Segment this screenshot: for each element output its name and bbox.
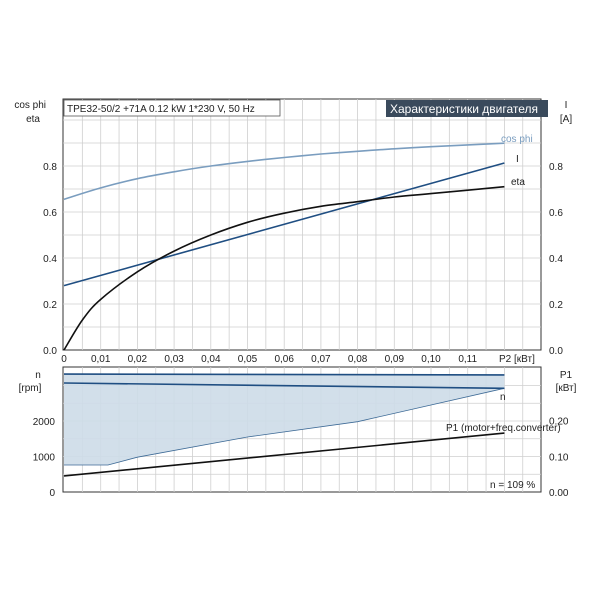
y-tick-label-right: 0.8 — [549, 162, 563, 173]
chart-badge: Характеристики двигателя — [390, 102, 538, 116]
chart-badge-bg — [386, 100, 548, 117]
x-tick-label: 0,07 — [311, 354, 331, 365]
series-line-cos-phi — [63, 142, 505, 201]
y-tick-label-left: 0.2 — [43, 300, 57, 311]
x-tick-label: 0,11 — [458, 354, 477, 365]
x-tick-label: 0 — [61, 354, 67, 365]
series-line-n — [63, 382, 505, 390]
x-tick-label: 0,03 — [164, 354, 184, 365]
series-line-eta — [63, 185, 505, 351]
y-tick-label-left: 0.6 — [43, 208, 57, 219]
speed-annotation: n = 109 % — [490, 480, 535, 491]
y-tick-label-right: 0.2 — [549, 300, 563, 311]
y-axis-label-right: [кВт] — [556, 383, 577, 394]
operating-range-band — [64, 374, 505, 465]
series-label-p1: P1 (motor+freq.converter) — [446, 423, 561, 434]
y-tick-label-left: 0.8 — [43, 162, 57, 173]
y-axis-label-left: eta — [26, 114, 40, 125]
y-axis-label-left: n — [35, 370, 41, 381]
series-label-cos-phi: cos phi — [501, 134, 533, 145]
y-tick-label-right: 0.0 — [549, 346, 563, 357]
y-axis-label-right: I — [565, 100, 568, 111]
x-tick-label: 0,04 — [201, 354, 221, 365]
top-plot-frame — [62, 98, 542, 351]
x-tick-label: 0,01 — [91, 354, 111, 365]
y-tick-label-left: 0.4 — [43, 254, 57, 265]
x-tick-label: 0,02 — [128, 354, 148, 365]
operating-range-lower-edge — [64, 387, 505, 466]
x-tick-label: 0,06 — [274, 354, 294, 365]
series-label-eta: eta — [511, 177, 525, 188]
x-tick-label: 0,08 — [348, 354, 368, 365]
x-tick-label: 0,05 — [238, 354, 258, 365]
series-line-p1-motor-freq-converter- — [63, 432, 505, 477]
y-tick-label-left: 1000 — [33, 453, 56, 464]
series-label-i: I — [516, 154, 519, 165]
y-tick-label-right: 0.20 — [549, 417, 569, 428]
y-tick-label-left: 0 — [49, 488, 55, 499]
y-axis-label-left: cos phi — [14, 100, 46, 111]
chart-title: TPE32-50/2 +71A 0.12 kW 1*230 V, 50 Hz — [67, 104, 255, 115]
x-axis-label: P2 [кВт] — [499, 354, 535, 365]
y-tick-label-right: 0.6 — [549, 208, 563, 219]
y-axis-label-right: P1 — [560, 370, 573, 381]
y-axis-label-right: [A] — [560, 114, 572, 125]
y-tick-label-right: 0.4 — [549, 254, 563, 265]
y-tick-label-right: 0.00 — [549, 488, 569, 499]
title-box — [63, 99, 281, 117]
y-tick-label-left: 2000 — [33, 417, 56, 428]
x-tick-label: 0,10 — [421, 354, 441, 365]
y-axis-label-left: [rpm] — [19, 383, 42, 394]
series-label-n: n — [500, 392, 506, 403]
x-tick-label: 0,09 — [385, 354, 405, 365]
series-line-i — [63, 162, 505, 287]
y-tick-label-left: 0.0 — [43, 346, 57, 357]
series-line-n-max — [63, 373, 505, 376]
y-tick-label-right: 0.10 — [549, 452, 569, 463]
